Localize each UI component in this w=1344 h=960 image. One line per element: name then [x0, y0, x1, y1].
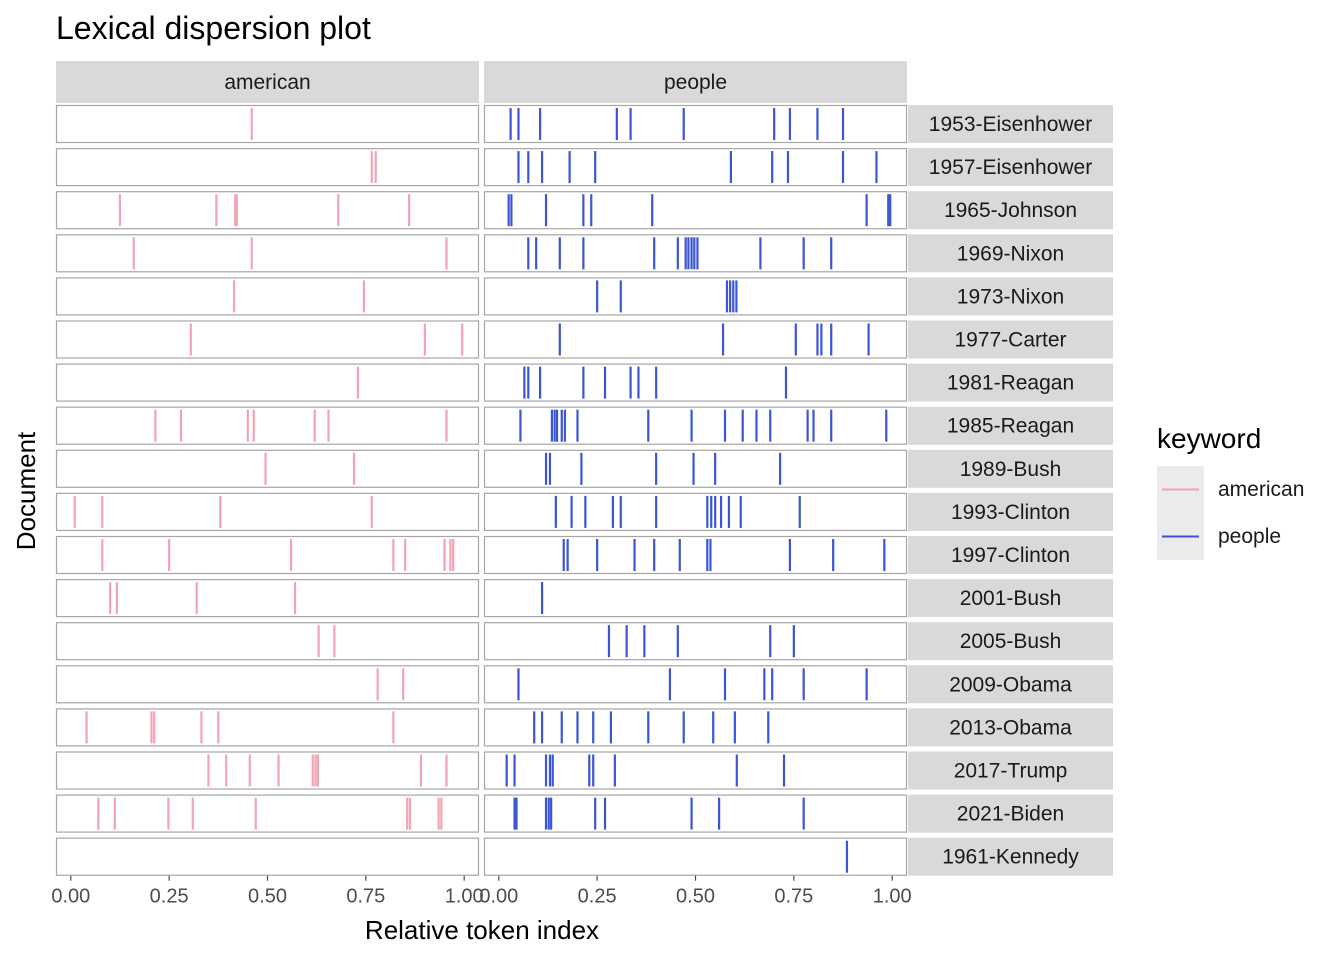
panel-american-2005-Bush — [55, 622, 480, 661]
panel-american-1981-Reagan — [55, 363, 480, 402]
x-tick-label-american-0.00: 0.00 — [51, 886, 90, 908]
row-label-1989-Bush: 1989-Bush — [960, 458, 1062, 481]
chart-title: Lexical dispersion plot — [56, 10, 371, 46]
row-strip-1973-Nixon — [908, 277, 1113, 316]
panel-people-1953-Eisenhower — [483, 104, 908, 144]
row-label-2017-Trump: 2017-Trump — [954, 760, 1068, 783]
row-strip-1953-Eisenhower — [908, 105, 1113, 143]
panel-people-2013-Obama — [483, 708, 908, 747]
panel-people-1961-Kennedy — [483, 837, 908, 876]
panel-people-1965-Johnson — [483, 191, 908, 230]
facet-strip-people — [484, 61, 907, 103]
row-strip-1977-Carter — [908, 320, 1113, 359]
y-axis-title: Document — [11, 431, 41, 550]
row-label-2009-Obama: 2009-Obama — [949, 673, 1072, 696]
x-tick-label-american-1.00: 1.00 — [445, 886, 484, 908]
row-strip-1993-Clinton — [908, 492, 1113, 531]
row-label-1973-Nixon: 1973-Nixon — [957, 285, 1064, 308]
panel-american-2013-Obama — [55, 708, 480, 747]
panel-people-2001-Bush — [483, 578, 908, 618]
row-strip-2009-Obama — [908, 665, 1113, 704]
panel-american-2009-Obama — [55, 665, 480, 704]
panel-people-1997-Clinton — [483, 535, 908, 575]
row-strip-1969-Nixon — [908, 234, 1113, 273]
panel-american-1969-Nixon — [55, 234, 480, 273]
panel-people-2005-Bush — [483, 622, 908, 661]
row-label-2001-Bush: 2001-Bush — [960, 587, 1062, 610]
panel-people-1993-Clinton — [483, 492, 908, 531]
row-strip-2021-Biden — [908, 794, 1113, 833]
row-strip-1981-Reagan — [908, 363, 1113, 402]
panel-people-1969-Nixon — [483, 234, 908, 273]
row-label-2021-Biden: 2021-Biden — [957, 803, 1064, 826]
panel-american-1997-Clinton — [55, 535, 480, 575]
x-tick-label-people-0.00: 0.00 — [479, 886, 518, 908]
row-label-1997-Clinton: 1997-Clinton — [951, 544, 1070, 567]
panel-people-2009-Obama — [483, 665, 908, 704]
row-strip-1985-Reagan — [908, 406, 1113, 445]
facet-strip-american — [56, 61, 479, 103]
panel-american-1977-Carter — [55, 320, 480, 359]
panel-american-1953-Eisenhower — [55, 104, 480, 144]
row-label-1981-Reagan: 1981-Reagan — [947, 372, 1074, 395]
row-label-2005-Bush: 2005-Bush — [960, 630, 1062, 653]
panel-american-1985-Reagan — [55, 406, 480, 445]
row-label-2013-Obama: 2013-Obama — [949, 716, 1072, 739]
x-tick-label-american-0.25: 0.25 — [150, 886, 189, 908]
row-label-1969-Nixon: 1969-Nixon — [957, 242, 1064, 265]
x-tick-label-people-0.75: 0.75 — [774, 886, 813, 908]
panel-american-2001-Bush — [55, 578, 480, 618]
panel-people-2017-Trump — [483, 751, 908, 790]
panel-american-1957-Eisenhower — [55, 148, 480, 187]
row-label-1957-Eisenhower: 1957-Eisenhower — [929, 156, 1092, 179]
row-label-1977-Carter: 1977-Carter — [954, 329, 1066, 352]
row-strip-1961-Kennedy — [908, 837, 1113, 876]
row-strip-2001-Bush — [908, 579, 1113, 618]
row-label-1961-Kennedy: 1961-Kennedy — [942, 846, 1079, 869]
panel-people-1977-Carter — [483, 320, 908, 359]
panel-american-1993-Clinton — [55, 492, 480, 531]
panel-american-1989-Bush — [55, 449, 480, 488]
x-axis-title: Relative token index — [365, 915, 599, 945]
panel-american-1973-Nixon — [55, 277, 480, 316]
panel-american-2021-Biden — [55, 794, 480, 833]
panel-people-1985-Reagan — [483, 406, 908, 445]
row-strip-2005-Bush — [908, 622, 1113, 661]
x-tick-label-people-0.50: 0.50 — [676, 886, 715, 908]
row-strip-2017-Trump — [908, 751, 1113, 790]
panel-american-1961-Kennedy — [55, 837, 480, 876]
panel-people-1981-Reagan — [483, 363, 908, 402]
facet-label-american: american — [224, 71, 310, 94]
row-strip-2013-Obama — [908, 708, 1113, 747]
panel-people-1989-Bush — [483, 449, 908, 488]
legend-label-american: american — [1218, 478, 1304, 501]
x-tick-label-american-0.75: 0.75 — [346, 886, 385, 908]
plot-panels: american people 1953-Eisenhower 1957-Eisenh… — [51, 61, 1113, 908]
row-label-1985-Reagan: 1985-Reagan — [947, 415, 1074, 438]
legend-label-people: people — [1218, 525, 1281, 548]
row-strip-1997-Clinton — [908, 536, 1113, 574]
facet-label-people: people — [664, 71, 727, 94]
row-label-1993-Clinton: 1993-Clinton — [951, 501, 1070, 524]
panel-american-2017-Trump — [55, 751, 480, 790]
row-label-1965-Johnson: 1965-Johnson — [944, 199, 1077, 222]
x-tick-label-american-0.50: 0.50 — [248, 886, 287, 908]
legend: keyword american people — [1157, 423, 1304, 560]
x-tick-label-people-0.25: 0.25 — [578, 886, 617, 908]
panel-people-1973-Nixon — [483, 277, 908, 316]
row-strip-1957-Eisenhower — [908, 148, 1113, 187]
x-tick-label-people-1.00: 1.00 — [873, 886, 912, 908]
panel-people-1957-Eisenhower — [483, 148, 908, 187]
row-strip-1989-Bush — [908, 449, 1113, 488]
panel-people-2021-Biden — [483, 794, 908, 833]
row-strip-1965-Johnson — [908, 191, 1113, 230]
row-label-1953-Eisenhower: 1953-Eisenhower — [929, 113, 1092, 136]
legend-title: keyword — [1157, 423, 1261, 454]
